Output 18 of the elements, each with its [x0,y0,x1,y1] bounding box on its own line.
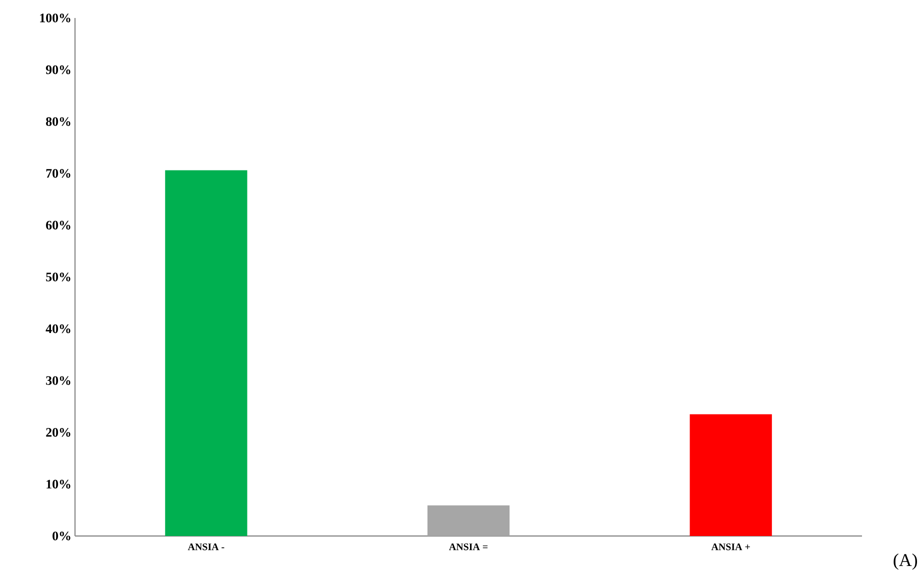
y-tick-label: 50% [46,272,70,282]
x-tick-label: ANSIA - [188,544,224,550]
y-tick-label: 70% [46,168,70,178]
y-tick-label: 90% [46,65,70,74]
text: (A) [894,554,918,570]
y-tick-label: 30% [46,376,70,385]
bar [165,170,248,536]
y-tick-label: 100% [40,14,70,22]
bar [427,505,510,536]
y-tick-label: 60% [46,220,70,230]
y-tick-label: 20% [46,428,70,437]
x-tick-label: ANSIA = [449,544,488,550]
x-tick-label: ANSIA + [711,544,750,550]
bar [690,414,772,536]
y-tick-label: 10% [46,480,70,489]
y-tick-label: 80% [46,117,70,126]
y-tick-label: 0% [52,532,70,540]
y-tick-label: 40% [46,324,70,334]
